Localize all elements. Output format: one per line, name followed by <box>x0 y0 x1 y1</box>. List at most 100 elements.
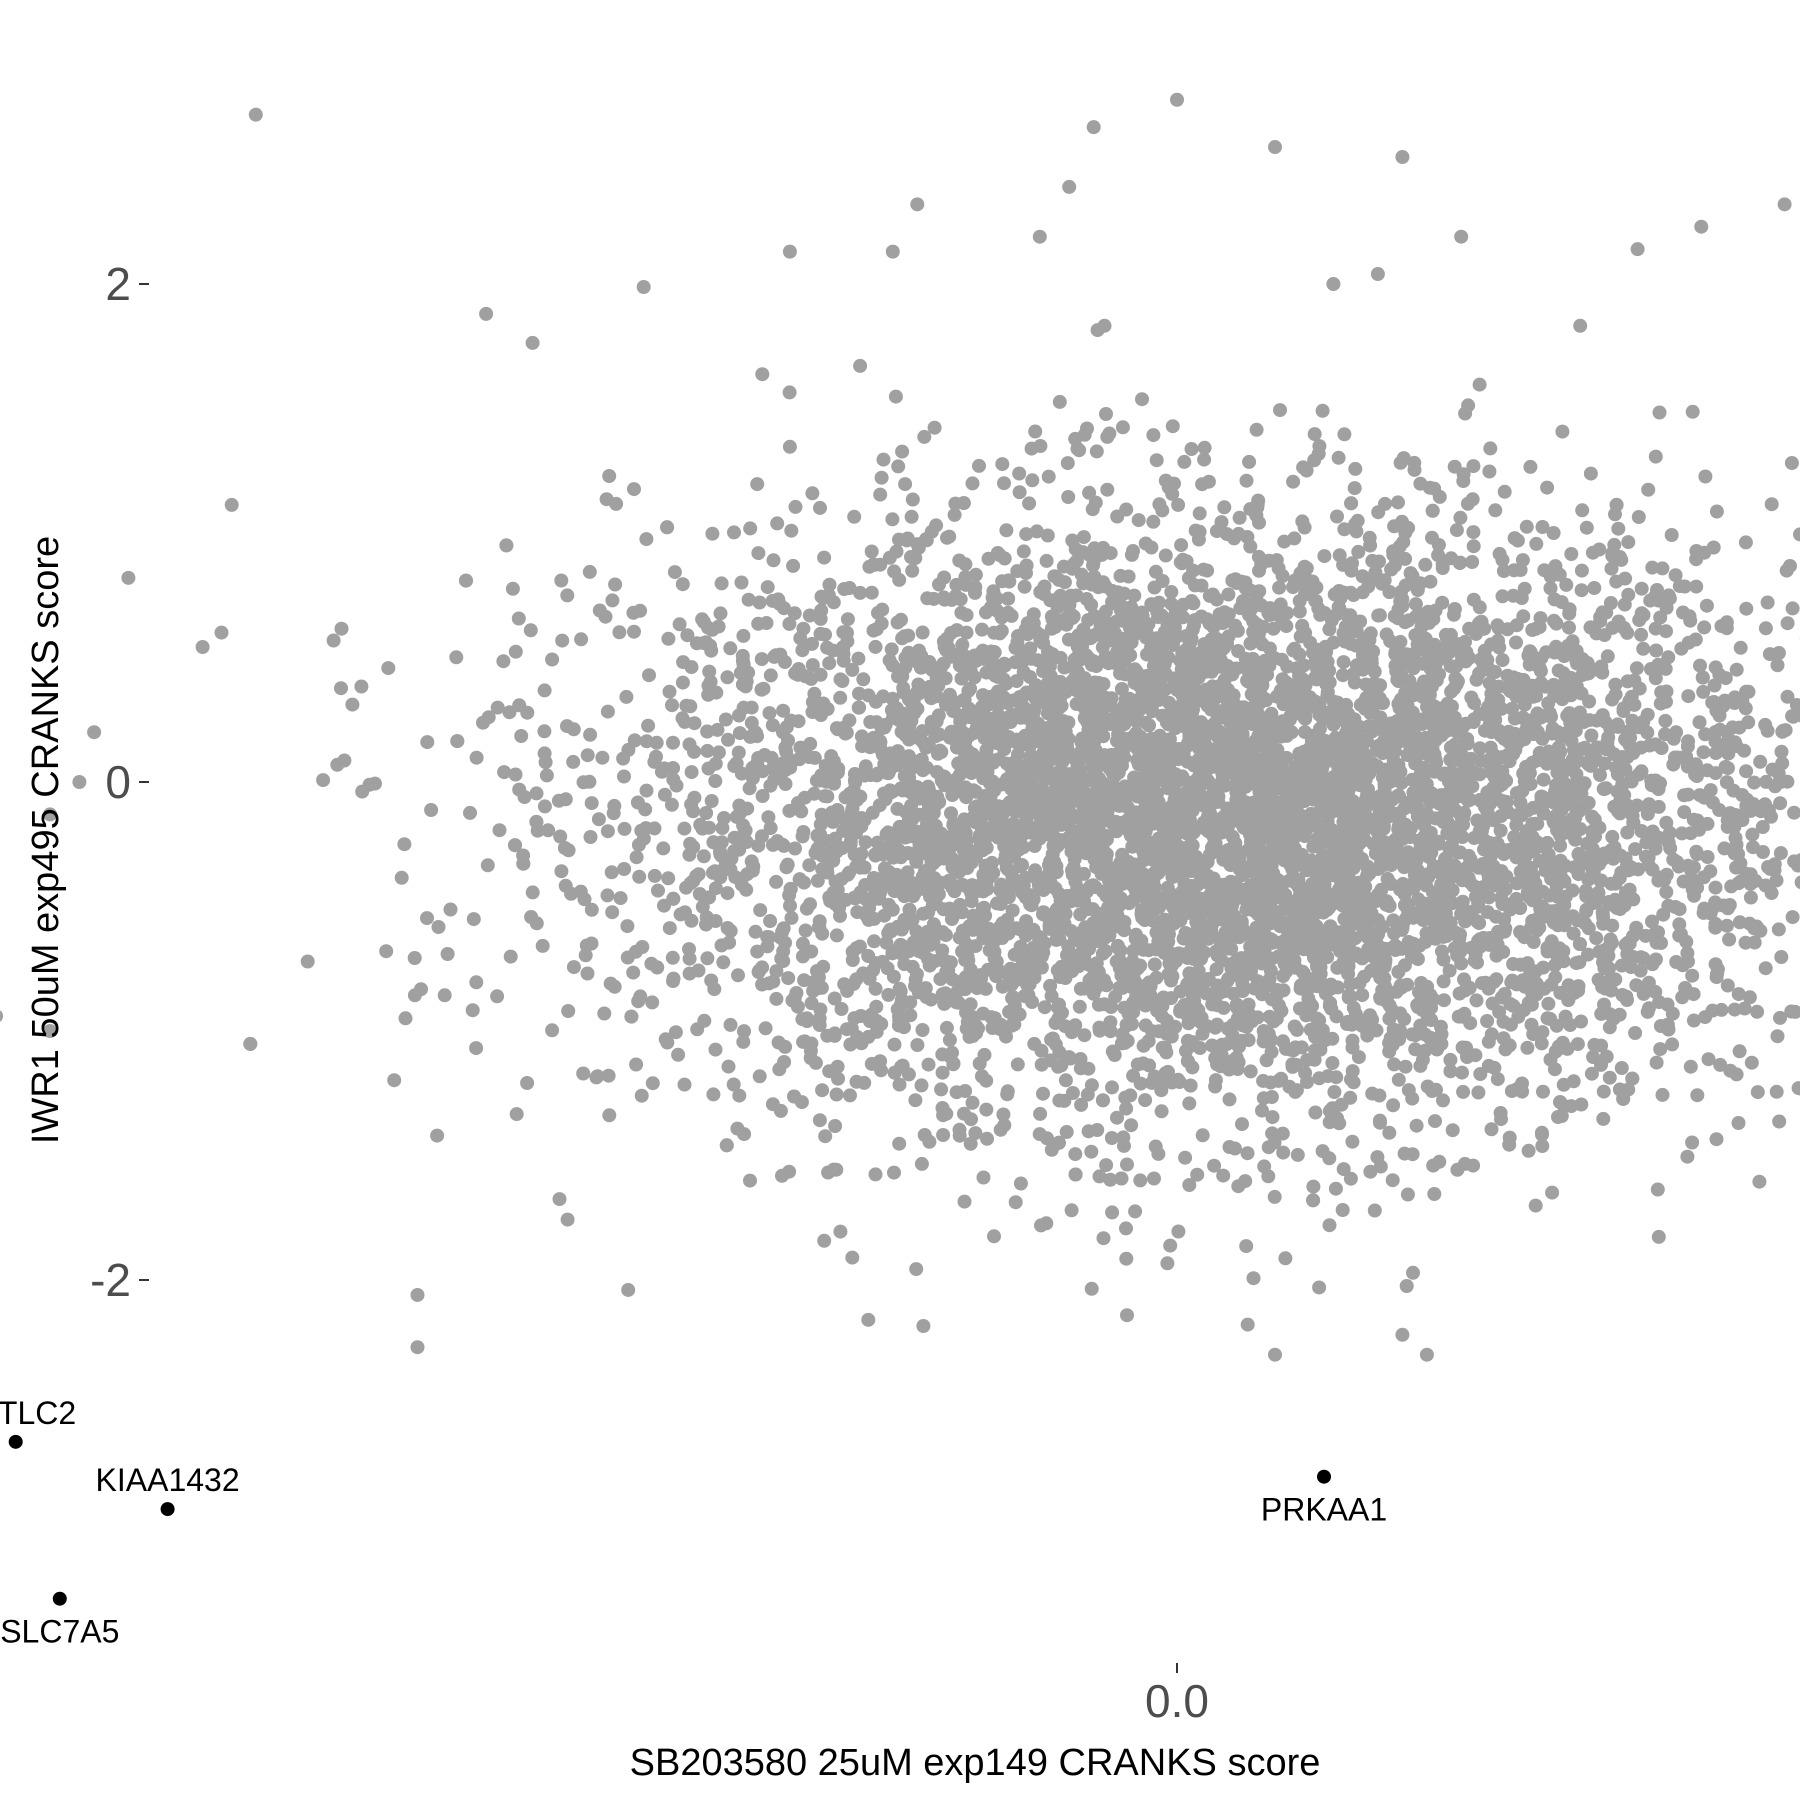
background-point <box>931 708 946 723</box>
background-point <box>711 619 726 634</box>
background-point <box>782 1164 797 1179</box>
background-point <box>903 1008 918 1023</box>
background-point <box>853 358 868 373</box>
background-point <box>938 928 953 943</box>
background-point <box>1355 585 1370 600</box>
background-point <box>1436 974 1451 989</box>
background-point <box>577 892 592 907</box>
background-point <box>997 1118 1012 1133</box>
background-point <box>469 1041 484 1056</box>
background-point <box>720 886 735 901</box>
background-point <box>949 623 964 638</box>
background-point <box>469 975 484 990</box>
background-point <box>1160 880 1175 895</box>
background-point <box>1317 549 1332 564</box>
background-point <box>1127 588 1142 603</box>
background-point <box>1546 526 1561 540</box>
background-point <box>600 824 615 839</box>
background-point <box>1117 1138 1131 1153</box>
background-point <box>1099 407 1113 421</box>
background-point-cloud <box>195 277 1800 1333</box>
background-point <box>1651 925 1665 940</box>
background-point <box>1449 523 1464 538</box>
background-point <box>1722 898 1737 912</box>
background-point <box>1285 1057 1300 1072</box>
background-point <box>863 768 878 783</box>
background-point <box>833 908 847 923</box>
background-point <box>1120 1157 1134 1172</box>
background-point <box>1540 940 1555 955</box>
background-point <box>829 1087 844 1102</box>
background-point <box>755 789 770 803</box>
background-point <box>1345 1064 1360 1079</box>
background-point <box>1328 1181 1343 1196</box>
background-point <box>1443 1052 1458 1067</box>
background-point <box>1297 587 1312 602</box>
background-point <box>1126 943 1141 958</box>
background-point <box>857 1075 872 1090</box>
background-point <box>1493 823 1508 838</box>
background-point <box>1222 1092 1237 1107</box>
background-point <box>1340 1014 1355 1029</box>
background-point <box>440 947 455 961</box>
background-point <box>520 1076 535 1090</box>
background-point <box>963 1136 978 1151</box>
background-point <box>766 553 781 568</box>
background-point <box>1326 717 1341 732</box>
background-point <box>505 581 520 596</box>
background-point <box>1744 1055 1759 1070</box>
background-point <box>407 988 422 1003</box>
background-point <box>958 557 973 572</box>
background-point <box>864 585 879 600</box>
background-point <box>1641 858 1656 873</box>
background-point <box>379 944 394 959</box>
background-point <box>1131 513 1146 528</box>
background-point <box>1159 1045 1174 1060</box>
background-point <box>545 652 560 667</box>
background-point <box>1649 1055 1664 1070</box>
background-point <box>1182 1096 1197 1111</box>
background-point <box>771 1035 786 1050</box>
background-point <box>1594 1006 1609 1021</box>
background-point <box>1165 419 1180 434</box>
background-point <box>1400 977 1415 992</box>
background-point <box>1029 524 1044 539</box>
background-point <box>743 521 758 536</box>
background-point <box>721 1059 736 1074</box>
background-point <box>539 768 554 783</box>
background-point <box>1731 987 1746 1002</box>
background-point <box>1320 950 1335 965</box>
background-point <box>1097 997 1112 1012</box>
background-point <box>1096 1231 1111 1246</box>
background-point <box>816 959 831 974</box>
background-point <box>1466 525 1481 540</box>
background-point <box>592 603 607 618</box>
background-point <box>1661 650 1676 665</box>
background-point <box>1677 805 1692 820</box>
background-point <box>1573 318 1588 333</box>
background-point <box>1092 1169 1107 1184</box>
background-point <box>1731 1116 1746 1130</box>
background-point <box>1719 918 1734 933</box>
background-point <box>1773 1010 1787 1025</box>
background-point <box>1554 769 1569 784</box>
background-point <box>1793 527 1800 542</box>
background-point <box>1648 621 1663 636</box>
background-point <box>1739 601 1754 616</box>
background-point <box>1104 1131 1119 1145</box>
background-point <box>1240 1317 1255 1332</box>
background-point <box>1367 1203 1382 1218</box>
background-point <box>1186 563 1201 578</box>
background-point <box>933 972 948 987</box>
background-point <box>1469 993 1484 1008</box>
background-point <box>802 750 816 765</box>
background-point <box>758 1021 773 1036</box>
background-point <box>868 981 883 996</box>
background-point <box>1683 1059 1698 1074</box>
background-point <box>708 774 723 788</box>
background-point <box>1405 1147 1420 1162</box>
background-point <box>1315 403 1330 418</box>
background-point <box>1562 606 1577 621</box>
background-point <box>951 865 966 880</box>
background-point <box>1611 719 1626 734</box>
